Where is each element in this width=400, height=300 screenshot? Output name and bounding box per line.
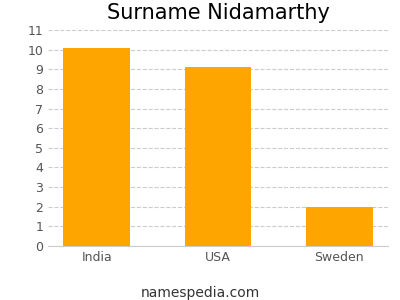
Bar xyxy=(64,48,130,246)
Bar xyxy=(185,67,251,246)
Title: Surname Nidamarthy: Surname Nidamarthy xyxy=(106,3,330,23)
Text: namespedia.com: namespedia.com xyxy=(140,286,260,300)
Bar xyxy=(306,207,372,246)
